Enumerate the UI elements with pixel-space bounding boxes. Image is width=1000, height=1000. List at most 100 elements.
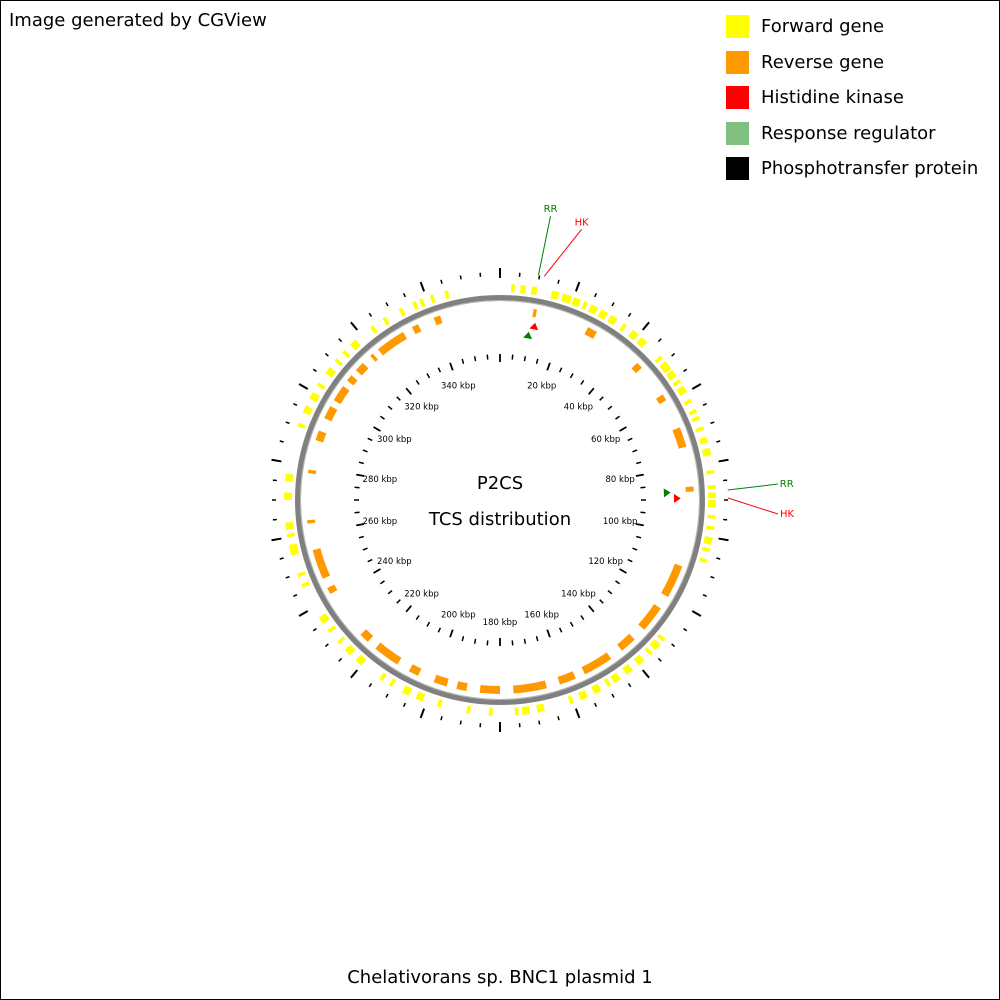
outer-tick bbox=[402, 293, 407, 298]
forward-gene bbox=[656, 633, 666, 642]
reverse-gene bbox=[685, 486, 694, 492]
forward-gene bbox=[636, 336, 648, 348]
legend-label-histidine-kinase: Histidine kinase bbox=[761, 87, 904, 109]
tick-labels: 20 kbp 40 kbp 60 kbp 80 kbp 100 kbp 120 kbp 14… bbox=[363, 381, 638, 628]
reverse-gene bbox=[584, 327, 597, 339]
forward-gene bbox=[683, 398, 693, 406]
inner-tick bbox=[619, 568, 627, 574]
reverse-gene bbox=[377, 331, 407, 356]
forward-gene bbox=[444, 290, 450, 300]
outer-tick bbox=[574, 708, 581, 719]
inner-tick bbox=[437, 367, 442, 373]
forward-gene bbox=[607, 314, 618, 326]
outer-tick bbox=[402, 702, 407, 707]
forward-gene bbox=[284, 473, 294, 482]
outer-tick bbox=[368, 683, 373, 688]
tcs-marker-rr bbox=[663, 488, 671, 498]
outer-tick bbox=[718, 537, 729, 542]
outer-tick bbox=[293, 593, 298, 598]
outer-tick bbox=[350, 669, 359, 679]
tcs-callout-label: HK bbox=[575, 217, 590, 228]
inner-tick bbox=[569, 621, 574, 627]
inner-tick-ring bbox=[354, 354, 646, 646]
inner-tick bbox=[362, 449, 368, 453]
reverse-gene bbox=[408, 664, 422, 676]
outer-tick bbox=[574, 281, 581, 292]
reverse-gene bbox=[479, 684, 500, 694]
outer-tick bbox=[671, 643, 676, 648]
outer-tick bbox=[657, 338, 662, 343]
reverse-gene bbox=[307, 519, 316, 524]
tick-label: 240 kbp bbox=[377, 557, 412, 567]
forward-gene bbox=[297, 571, 306, 578]
reverse-gene bbox=[315, 430, 327, 443]
inner-tick bbox=[358, 461, 364, 465]
inner-tick bbox=[599, 396, 604, 401]
reverse-gene bbox=[655, 394, 667, 405]
inner-tick bbox=[387, 590, 393, 595]
outer-tick bbox=[271, 537, 282, 542]
forward-gene bbox=[370, 325, 378, 334]
outer-tick bbox=[611, 693, 615, 698]
legend-label-phosphotransfer-protein: Phosphotransfer protein bbox=[761, 158, 979, 180]
legend-swatch-forward-gene bbox=[726, 15, 749, 39]
forward-gene bbox=[705, 469, 715, 475]
forward-gene bbox=[429, 294, 436, 304]
forward-gene bbox=[401, 685, 413, 696]
outer-tick bbox=[271, 458, 282, 463]
inner-tick bbox=[619, 426, 627, 432]
forward-gene bbox=[644, 647, 653, 656]
inner-tick bbox=[426, 373, 431, 379]
forward-gene bbox=[619, 323, 627, 332]
inner-tick bbox=[635, 473, 644, 477]
tick-label: 160 kbp bbox=[524, 611, 559, 621]
forward-gene bbox=[398, 307, 406, 317]
forward-gene bbox=[707, 492, 716, 499]
inner-tick bbox=[558, 367, 563, 373]
outer-tick bbox=[538, 275, 541, 280]
tcs-marker-rr bbox=[523, 331, 533, 340]
reverse-gene bbox=[433, 674, 449, 687]
forward-gene bbox=[571, 297, 581, 308]
backbone-circle bbox=[295, 295, 705, 705]
inner-tick bbox=[373, 426, 381, 432]
forward-gene bbox=[302, 405, 314, 416]
inner-tick bbox=[367, 437, 373, 442]
inner-tick bbox=[580, 379, 585, 385]
inner-tick bbox=[607, 405, 613, 410]
inner-tick bbox=[523, 356, 527, 362]
forward-gene bbox=[622, 663, 633, 675]
inner-tick bbox=[473, 638, 477, 644]
outer-tick bbox=[718, 458, 729, 463]
inner-tick bbox=[588, 387, 595, 395]
inner-tick bbox=[632, 547, 638, 551]
outer-tick bbox=[716, 440, 721, 443]
inner-tick bbox=[461, 358, 465, 364]
outer-tick bbox=[440, 716, 443, 721]
inner-tick bbox=[396, 396, 401, 401]
tcs-callout-line bbox=[727, 497, 779, 515]
forward-gene bbox=[695, 426, 705, 433]
reverse-gene bbox=[324, 405, 338, 422]
outer-tick bbox=[312, 627, 317, 632]
reverse-gene bbox=[617, 633, 635, 651]
reverse-gene bbox=[355, 362, 369, 376]
tick-label: 80 kbp bbox=[606, 475, 635, 485]
outer-tick bbox=[459, 720, 462, 725]
forward-gene bbox=[309, 392, 320, 403]
outer-tick bbox=[440, 279, 443, 284]
reverse-gene bbox=[672, 427, 687, 449]
outer-tick bbox=[312, 368, 317, 373]
reverse-gene bbox=[333, 385, 350, 405]
reverse-gene-track bbox=[307, 308, 694, 694]
legend-label-response-regulator: Response regulator bbox=[761, 122, 936, 144]
forward-gene bbox=[412, 301, 419, 310]
forward-gene bbox=[521, 705, 531, 715]
outer-tick bbox=[350, 321, 359, 331]
forward-gene bbox=[382, 316, 390, 326]
forward-gene bbox=[676, 385, 688, 396]
forward-gene bbox=[691, 415, 701, 423]
outer-tick bbox=[385, 693, 389, 698]
reverse-gene bbox=[307, 469, 317, 475]
